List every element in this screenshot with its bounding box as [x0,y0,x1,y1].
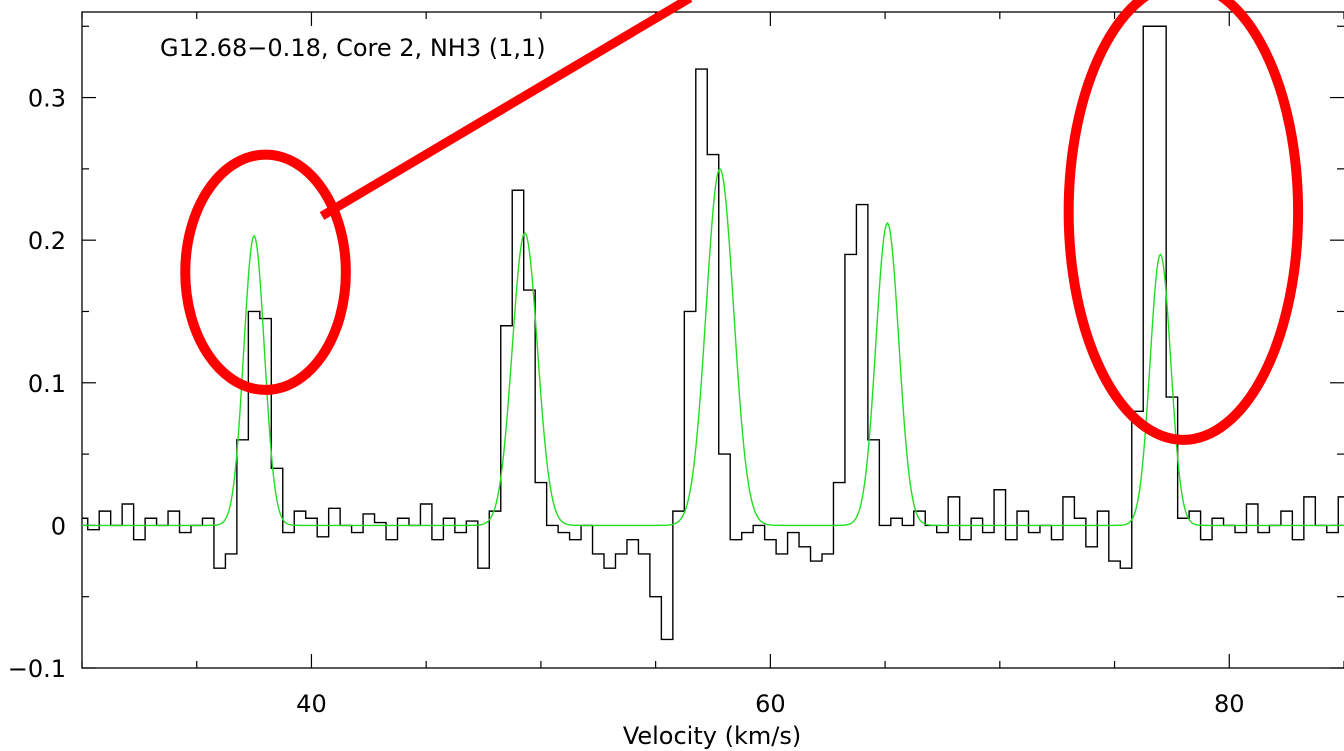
y-tick-label: 0.2 [28,227,66,255]
y-tick-label: 0 [51,512,66,540]
series-group [82,25,1344,641]
x-axis-tick-labels: 40 60 80 [296,690,1244,718]
chart-title: G12.68−0.18, Core 2, NH3 (1,1) [160,34,546,62]
observed-spectrum-line [82,25,1344,641]
y-tick-label: 0.1 [28,370,66,398]
plot-border [81,11,1344,669]
red-pointer-line [319,0,693,220]
x-tick-label: 80 [1214,690,1245,718]
y-tick-label: 0.3 [28,85,66,113]
x-axis-label: Velocity (km/s) [623,722,801,750]
fit-model-line [82,167,1344,527]
y-tick-label: −0.1 [8,655,66,683]
annotation-group [180,0,1304,445]
red-highlight-ellipse [180,149,351,395]
y-axis-tick-labels: −0.1 0 0.1 0.2 0.3 [8,85,66,683]
x-tick-label: 60 [755,690,786,718]
plot-frame [81,11,1344,669]
x-tick-label: 40 [296,690,327,718]
red-highlight-ellipse [1063,0,1304,445]
